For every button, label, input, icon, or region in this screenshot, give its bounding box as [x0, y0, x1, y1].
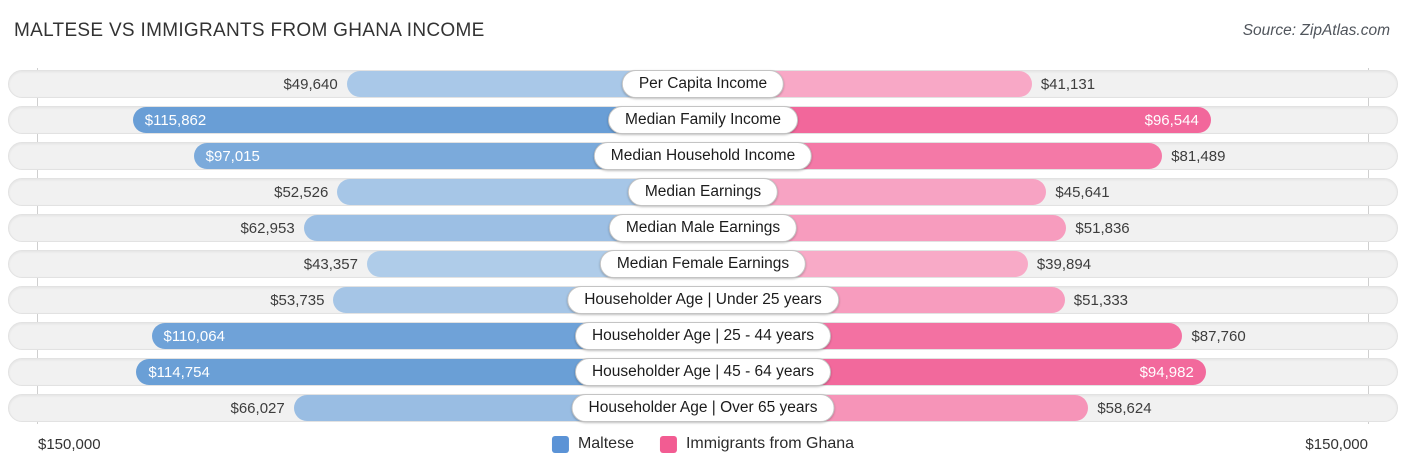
chart-row: $49,640 $41,131 Per Capita Income	[8, 70, 1398, 98]
category-label: Householder Age | Over 65 years	[571, 394, 835, 422]
page-title: MALTESE VS IMMIGRANTS FROM GHANA INCOME	[14, 20, 485, 41]
legend-item-maltese: Maltese	[551, 435, 634, 453]
category-label: Median Female Earnings	[599, 250, 807, 278]
ghana-value-label: $51,333	[1073, 291, 1129, 309]
category-label: Per Capita Income	[621, 70, 785, 98]
ghana-swatch	[659, 435, 677, 453]
maltese-value-label: $66,027	[230, 399, 285, 417]
maltese-value-label: $53,735	[270, 291, 325, 309]
maltese-value-label: $62,953	[240, 219, 295, 237]
axis-max-right: $150,000	[1305, 435, 1368, 453]
maltese-value-label: $97,015	[205, 147, 260, 165]
category-label: Householder Age | 45 - 64 years	[574, 358, 832, 386]
ghana-value-label: $94,982	[1139, 363, 1194, 381]
maltese-value-label: $52,526	[274, 183, 329, 201]
chart-area: $49,640 $41,131 Per Capita Income $115,862 $…	[8, 68, 1398, 428]
category-label: Median Household Income	[593, 142, 813, 170]
left-axis-line	[37, 68, 38, 424]
chart-row: $114,754 $94,982 Householder Age | 45 - 64…	[8, 358, 1398, 386]
ghana-value-label: $51,836	[1075, 219, 1130, 237]
chart-row: $62,953 $51,836 Median Male Earnings	[8, 214, 1398, 242]
chart-row: $115,862 $96,544 Median Family Income	[8, 106, 1398, 134]
ghana-value-label: $87,760	[1191, 327, 1246, 345]
chart-footer: $150,000 Maltese Immigrants from Ghana $…	[0, 431, 1406, 457]
legend: Maltese Immigrants from Ghana	[551, 431, 855, 457]
category-label: Median Male Earnings	[608, 214, 798, 242]
category-label: Median Earnings	[627, 178, 779, 206]
right-axis-line	[1368, 68, 1369, 424]
category-label: Householder Age | Under 25 years	[567, 286, 839, 314]
chart-row: $110,064 $87,760 Householder Age | 25 - 44…	[8, 322, 1398, 350]
chart-row: $53,735 $51,333 Householder Age | Under 25…	[8, 286, 1398, 314]
ghana-value-label: $45,641	[1055, 183, 1110, 201]
maltese-value-label: $114,754	[148, 363, 210, 381]
chart-row: $97,015 $81,489 Median Household Income	[8, 142, 1398, 170]
chart-row: $43,357 $39,894 Median Female Earnings	[8, 250, 1398, 278]
maltese-swatch	[551, 435, 569, 453]
ghana-value-label: $81,489	[1171, 147, 1226, 165]
ghana-value-label: $39,894	[1036, 255, 1092, 273]
ghana-value-label: $96,544	[1144, 111, 1199, 129]
axis-max-left: $150,000	[38, 435, 101, 453]
legend-label-maltese: Maltese	[577, 435, 634, 452]
category-label: Median Family Income	[608, 106, 798, 134]
ghana-value-label: $41,131	[1040, 75, 1096, 93]
maltese-value-label: $49,640	[283, 75, 338, 93]
maltese-value-label: $115,862	[144, 111, 207, 129]
legend-label-ghana: Immigrants from Ghana	[685, 435, 855, 452]
legend-item-ghana: Immigrants from Ghana	[659, 435, 855, 453]
chart-row: $66,027 $58,624 Householder Age | Over 65 …	[8, 394, 1398, 422]
category-label: Householder Age | 25 - 44 years	[574, 322, 832, 350]
source-attribution: Source: ZipAtlas.com	[1242, 22, 1390, 39]
chart-row: $52,526 $45,641 Median Earnings	[8, 178, 1398, 206]
maltese-value-label: $43,357	[303, 255, 358, 273]
maltese-value-label: $110,064	[163, 327, 225, 345]
ghana-value-label: $58,624	[1097, 399, 1152, 417]
